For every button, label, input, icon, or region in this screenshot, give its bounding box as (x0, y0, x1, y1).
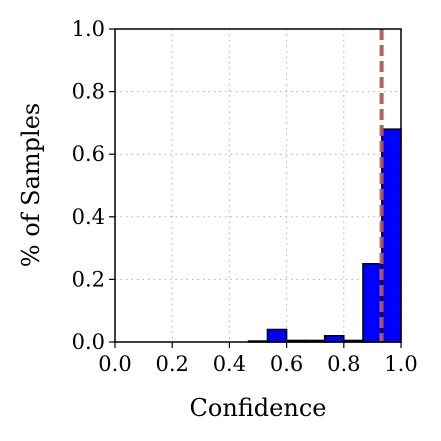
y-axis-ticks: 0.0 0.2 0.4 0.6 0.8 1.0 (72, 17, 115, 354)
x-tick-label: 0.6 (270, 352, 303, 376)
y-tick-label: 0.8 (72, 80, 105, 104)
x-axis-title: Confidence (190, 394, 327, 422)
histogram-bar (362, 263, 383, 343)
histogram-bar (323, 334, 345, 343)
y-axis-title: % of Samples (17, 103, 45, 267)
reference-lines (379, 29, 384, 342)
x-tick-label: 1.0 (384, 352, 417, 376)
y-tick-label: 0.0 (72, 330, 105, 354)
bars (247, 128, 402, 343)
x-tick-label: 0.8 (327, 352, 360, 376)
histogram-bar (266, 328, 288, 343)
histogram-bar (381, 128, 402, 343)
plot-frame (114, 28, 402, 343)
x-axis-ticks: 0.0 0.2 0.4 0.6 0.8 1.0 (98, 342, 418, 376)
x-tick-label: 0.0 (98, 352, 131, 376)
y-tick-label: 0.4 (72, 205, 105, 229)
x-tick-label: 0.4 (213, 352, 246, 376)
y-tick-label: 0.2 (72, 267, 105, 291)
y-tick-label: 1.0 (72, 17, 105, 41)
y-tick-label: 0.6 (72, 142, 105, 166)
x-tick-label: 0.2 (155, 352, 188, 376)
grid-lines (115, 29, 401, 342)
